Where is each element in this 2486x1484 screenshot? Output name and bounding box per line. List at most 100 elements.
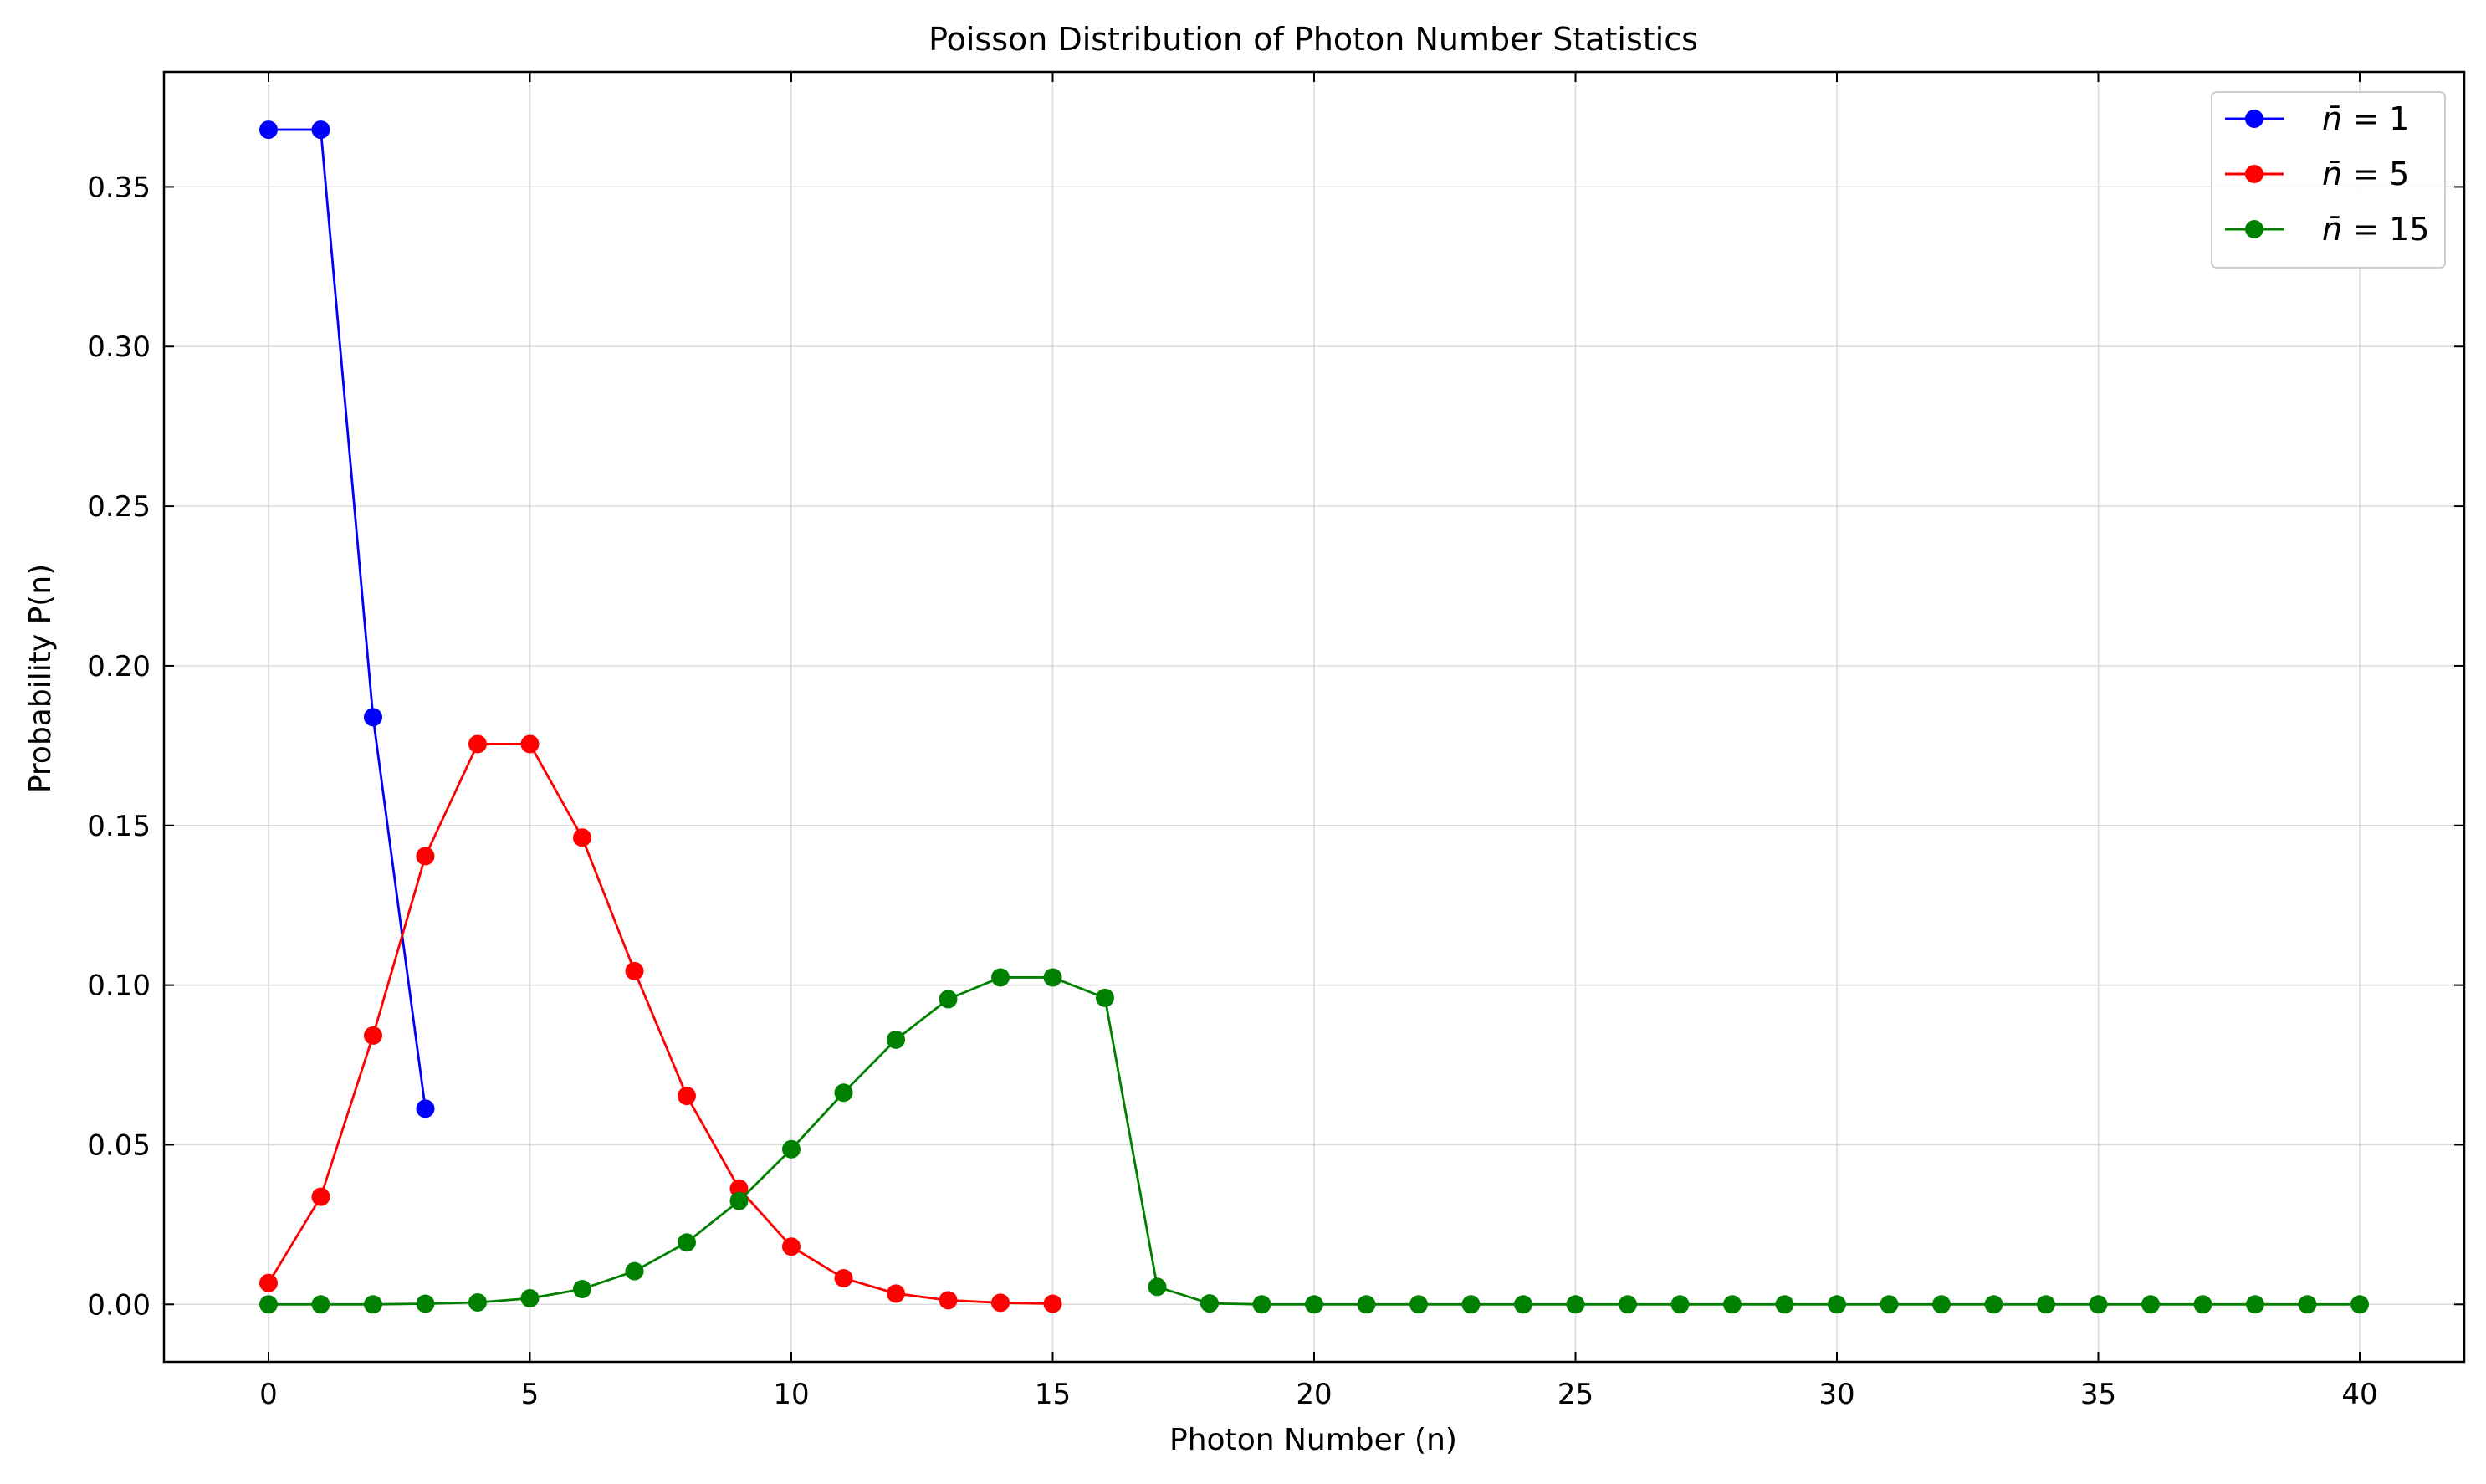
data-point (311, 1295, 330, 1314)
x-tick-labels: 0 5 10 15 20 25 30 35 40 (259, 1378, 2377, 1411)
data-point (939, 990, 958, 1009)
data-point (729, 1191, 749, 1210)
y-tick-label: 0.00 (87, 1288, 151, 1322)
legend-marker (2245, 165, 2263, 183)
y-tick-label: 0.15 (87, 810, 151, 843)
legend-marker (2245, 110, 2263, 128)
data-point (1932, 1295, 1951, 1314)
x-tick-label: 40 (2341, 1378, 2377, 1411)
data-point (2246, 1295, 2264, 1314)
data-point (939, 1291, 958, 1310)
data-point (2298, 1295, 2317, 1314)
y-tick-label: 0.35 (87, 171, 151, 204)
data-point (625, 961, 644, 980)
series-line (267, 743, 1053, 1305)
data-point (887, 1030, 905, 1049)
y-tick-label: 0.10 (87, 970, 151, 1003)
data-point (1984, 1295, 2003, 1314)
data-point (887, 1284, 905, 1303)
data-point (991, 1293, 1010, 1313)
data-point (311, 120, 330, 140)
data-point (1775, 1295, 1794, 1314)
x-tick-label: 20 (1296, 1378, 1332, 1411)
data-point (1828, 1295, 1846, 1314)
data-point (2037, 1295, 2055, 1314)
y-tick-label: 0.25 (87, 490, 151, 524)
x-tick-label: 30 (1818, 1378, 1854, 1411)
legend-box (2211, 91, 2446, 269)
x-tick-label: 15 (1035, 1378, 1071, 1411)
y-axis-label: Probability P(n) (23, 564, 58, 793)
data-point (416, 1099, 435, 1118)
data-point (1357, 1295, 1376, 1314)
data-point (364, 1295, 382, 1314)
data-point (259, 1295, 278, 1314)
data-point (2089, 1295, 2108, 1314)
data-point (782, 1139, 801, 1159)
y-tick-label: 0.30 (87, 330, 151, 364)
data-point (573, 1279, 591, 1298)
data-point (520, 734, 540, 754)
x-tick-label: 0 (259, 1378, 278, 1411)
data-point (678, 1233, 696, 1252)
data-point (416, 1294, 435, 1313)
series-2 (259, 968, 2369, 1314)
data-point (259, 1273, 278, 1292)
x-tick-label: 5 (521, 1378, 540, 1411)
data-point (416, 847, 435, 866)
data-point (1619, 1295, 1637, 1314)
data-point (678, 1087, 696, 1106)
legend-label: n̄ = 5 (2322, 156, 2409, 192)
data-point (259, 120, 278, 140)
y-tick-labels: 0.00 0.05 0.10 0.15 0.20 0.25 0.30 0.35 (87, 171, 151, 1322)
data-point (1200, 1294, 1219, 1313)
data-point (2193, 1295, 2212, 1314)
x-tick-label: 10 (773, 1378, 809, 1411)
data-point (1305, 1295, 1323, 1314)
data-point (364, 708, 382, 727)
series-0 (259, 120, 435, 1118)
data-point (625, 1261, 644, 1281)
y-tick-label: 0.05 (87, 1128, 151, 1162)
data-point (1096, 988, 1114, 1007)
data-point (1880, 1295, 1899, 1314)
series-line (269, 128, 427, 1109)
data-point (520, 1289, 540, 1308)
x-tick-label: 25 (1558, 1378, 1593, 1411)
data-point (1409, 1295, 1428, 1314)
series-layer (259, 120, 2369, 1314)
data-point (1252, 1295, 1271, 1314)
data-point (1461, 1295, 1481, 1314)
legend-item: n̄ = 15 (2225, 211, 2429, 248)
data-point (468, 1293, 487, 1313)
legend-marker (2245, 220, 2263, 238)
legend-item: n̄ = 1 (2225, 100, 2409, 137)
axis-ticks (164, 72, 2464, 1362)
data-point (1566, 1295, 1585, 1314)
data-point (1043, 968, 1062, 987)
legend: n̄ = 1 n̄ = 5 n̄ = 15 (2211, 91, 2446, 269)
data-point (834, 1268, 853, 1287)
legend-label: n̄ = 15 (2322, 211, 2429, 248)
chart-title: Poisson Distribution of Photon Number St… (928, 21, 1698, 58)
data-point (311, 1187, 330, 1206)
data-point (1148, 1277, 1167, 1297)
series-1 (259, 734, 1062, 1313)
data-point (468, 734, 487, 754)
data-point (1670, 1295, 1690, 1314)
data-point (1043, 1294, 1062, 1313)
data-point (1514, 1295, 1532, 1314)
data-point (991, 968, 1010, 987)
legend-item: n̄ = 5 (2225, 156, 2409, 192)
data-point (573, 828, 591, 847)
x-axis-label: Photon Number (n) (1169, 1423, 1457, 1457)
data-point (2141, 1295, 2160, 1314)
data-point (782, 1237, 801, 1256)
legend-label: n̄ = 1 (2322, 100, 2409, 137)
data-point (364, 1026, 382, 1045)
data-point (1723, 1295, 1742, 1314)
y-tick-label: 0.20 (87, 650, 151, 683)
data-point (2350, 1295, 2369, 1314)
